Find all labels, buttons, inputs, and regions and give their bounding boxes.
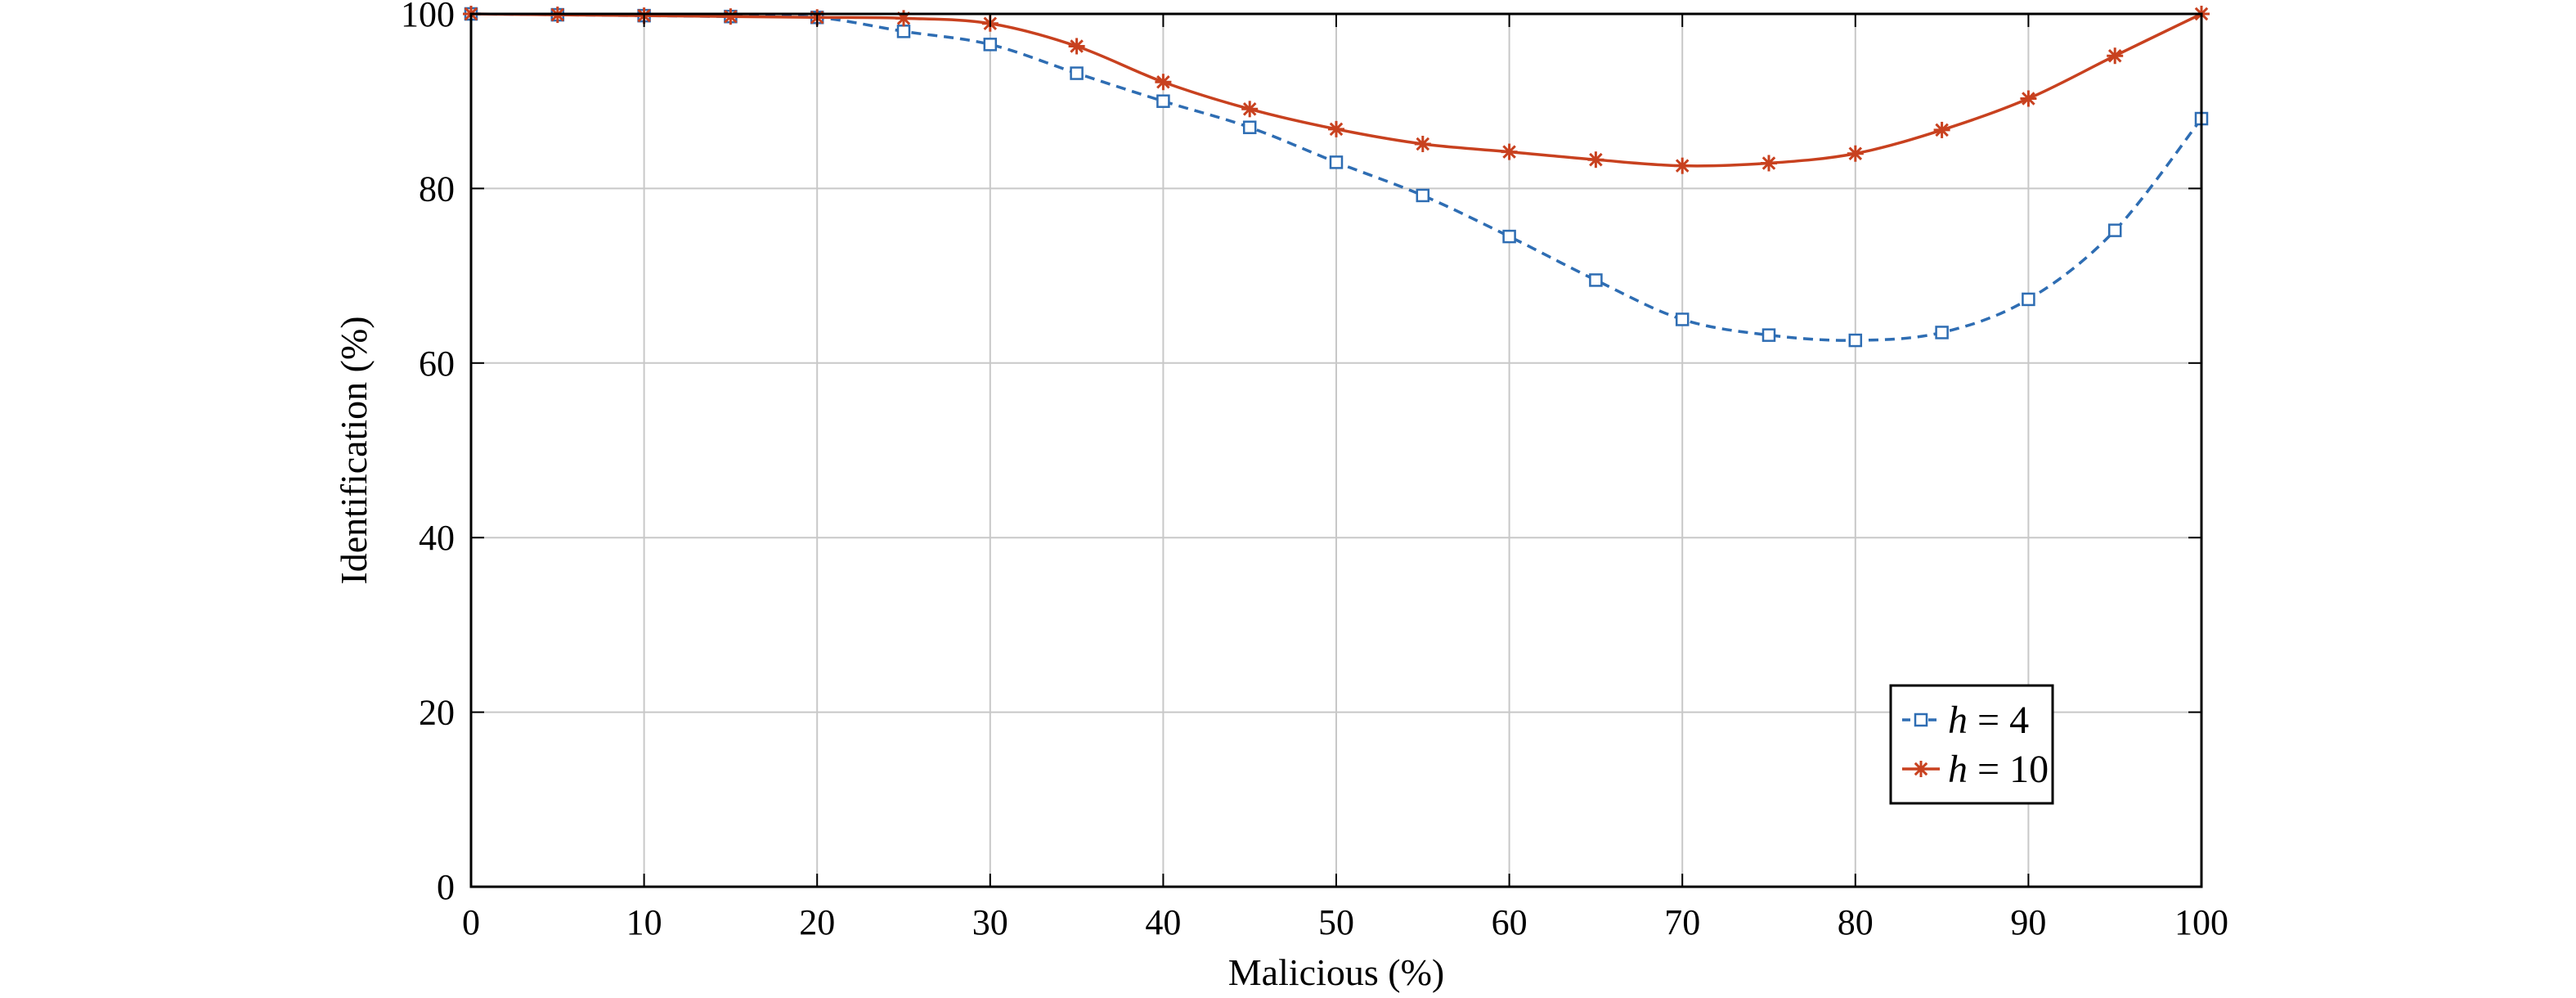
y-axis-title: Identification (%) [333,316,375,584]
legend-symbol: h [1948,699,1968,742]
x-tick-label: 50 [1318,902,1354,942]
y-tick-label: 20 [419,693,455,733]
x-tick-label: 0 [462,902,480,942]
legend-item: h = 10 [1902,748,2049,791]
legend-item: h = 4 [1902,699,2029,742]
legend-symbol: h [1948,748,1968,791]
data-point [1848,333,1863,348]
x-tick-label: 60 [1492,902,1528,942]
data-point [1935,326,1949,339]
x-tick-label: 10 [626,902,662,942]
tick-labels: 0 10 20 30 40 50 60 70 80 90 100 0 20 40 60 80 100 [401,0,2228,942]
data-point [1761,328,1776,342]
legend-value: = 4 [1968,699,2029,742]
data-point [1933,121,1950,138]
series-layer [463,6,2210,348]
x-tick-label: 40 [1145,902,1181,942]
data-point [1502,229,1516,244]
y-tick-label: 60 [419,344,455,384]
x-tick-label: 90 [2010,902,2046,942]
x-tick-label: 30 [972,902,1008,942]
data-point [1329,155,1344,169]
data-point [1674,157,1691,174]
data-point [2107,47,2124,65]
x-tick-label: 100 [2174,902,2228,942]
legend-box [1889,684,2054,805]
data-point [983,38,998,52]
y-tick-label: 0 [437,867,455,907]
ticks [470,13,2202,888]
data-point [1241,101,1259,118]
x-tick-label: 70 [1664,902,1700,942]
data-point [895,10,912,27]
x-tick-label: 20 [799,902,835,942]
data-point [2022,292,2035,307]
legend-marker [1914,713,1928,727]
data-point [1847,145,1864,162]
legend-value: = 10 [1968,748,2049,791]
data-point [1589,273,1603,287]
data-point [1414,135,1431,152]
data-point [2020,90,2037,107]
series-2 [463,6,2210,174]
y-tick-label: 100 [401,0,455,34]
y-tick-label: 80 [419,169,455,209]
y-tick-label: 40 [419,518,455,558]
data-point [1070,66,1084,80]
data-point [1587,151,1604,169]
data-point [896,25,911,38]
legend-label: h = 4 [1948,699,2029,742]
data-point [722,8,739,25]
data-point [1675,312,1690,326]
data-point [1761,155,1777,172]
data-point [1501,143,1518,160]
x-axis-title: Malicious (%) [1228,951,1444,993]
data-point [1156,94,1170,108]
data-point [1328,120,1344,137]
legend-label: h = 10 [1948,748,2049,791]
x-tick-label: 80 [1838,902,1874,942]
data-point [2107,223,2122,237]
data-point [1155,74,1172,91]
data-point [1242,120,1257,134]
legend-marker [1913,761,1929,777]
data-point [1416,188,1430,203]
legend: h = 4h = 10 [1889,684,2054,805]
data-point [1068,38,1085,55]
